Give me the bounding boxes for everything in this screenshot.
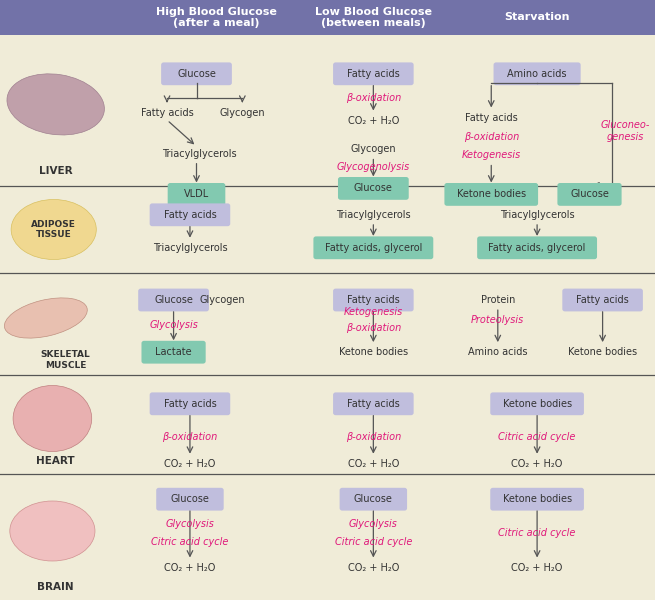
Text: Fatty acids: Fatty acids: [465, 113, 517, 122]
FancyBboxPatch shape: [490, 488, 584, 511]
Text: CO₂ + H₂O: CO₂ + H₂O: [348, 459, 399, 469]
Text: CO₂ + H₂O: CO₂ + H₂O: [348, 563, 399, 572]
Text: Ketogenesis: Ketogenesis: [462, 151, 521, 160]
FancyBboxPatch shape: [141, 341, 206, 364]
Text: Citric acid cycle: Citric acid cycle: [498, 432, 576, 442]
Text: Gluconeo-
genesis: Gluconeo- genesis: [601, 120, 650, 142]
Text: β-oxidation: β-oxidation: [464, 133, 519, 142]
Ellipse shape: [11, 199, 96, 260]
Text: Fatty acids: Fatty acids: [347, 295, 400, 305]
Text: β-oxidation: β-oxidation: [162, 432, 217, 442]
Text: Glucose: Glucose: [570, 190, 609, 199]
Text: Glucose: Glucose: [354, 494, 393, 504]
Text: Lactate: Lactate: [155, 347, 192, 357]
Text: Amino acids: Amino acids: [508, 69, 567, 79]
Text: Citric acid cycle: Citric acid cycle: [498, 529, 576, 538]
FancyBboxPatch shape: [477, 236, 597, 259]
Text: Ketone bodies: Ketone bodies: [502, 399, 572, 409]
Text: CO₂ + H₂O: CO₂ + H₂O: [348, 116, 399, 125]
Text: Glycogen: Glycogen: [350, 145, 396, 154]
Text: Glucose: Glucose: [170, 494, 210, 504]
Ellipse shape: [7, 74, 104, 135]
FancyBboxPatch shape: [333, 392, 414, 415]
Text: Glycolysis: Glycolysis: [349, 520, 398, 529]
Text: Fatty acids: Fatty acids: [164, 210, 216, 220]
Text: Ketone bodies: Ketone bodies: [568, 347, 637, 357]
Text: Ketone bodies: Ketone bodies: [502, 494, 572, 504]
Text: Glycogen: Glycogen: [200, 295, 246, 305]
Text: Fatty acids: Fatty acids: [164, 399, 216, 409]
Text: Glycolysis: Glycolysis: [149, 320, 198, 330]
Text: Triacylglycerols: Triacylglycerols: [500, 210, 574, 220]
Text: Glycogenolysis: Glycogenolysis: [337, 163, 410, 172]
Ellipse shape: [5, 298, 87, 338]
FancyBboxPatch shape: [338, 177, 409, 200]
Text: Fatty acids, glycerol: Fatty acids, glycerol: [325, 243, 422, 253]
Ellipse shape: [13, 385, 92, 451]
Text: β-oxidation: β-oxidation: [346, 93, 401, 103]
Text: CO₂ + H₂O: CO₂ + H₂O: [512, 459, 563, 469]
FancyBboxPatch shape: [161, 62, 232, 85]
Text: Citric acid cycle: Citric acid cycle: [335, 538, 412, 547]
Text: Glucose: Glucose: [177, 69, 216, 79]
Text: SKELETAL
MUSCLE: SKELETAL MUSCLE: [41, 350, 90, 370]
Text: Glucose: Glucose: [154, 295, 193, 305]
Text: HEART: HEART: [37, 456, 75, 466]
Text: Glucose: Glucose: [354, 184, 393, 193]
Text: Fatty acids: Fatty acids: [141, 108, 193, 118]
Text: Ketogenesis: Ketogenesis: [344, 307, 403, 317]
FancyBboxPatch shape: [562, 289, 643, 311]
Text: High Blood Glucose
(after a meal): High Blood Glucose (after a meal): [156, 7, 276, 28]
Text: Triacylglycerols: Triacylglycerols: [153, 243, 227, 253]
Ellipse shape: [10, 501, 95, 561]
Text: Fatty acids: Fatty acids: [576, 295, 629, 305]
Text: Protein: Protein: [481, 295, 515, 305]
FancyBboxPatch shape: [444, 183, 538, 206]
Text: LIVER: LIVER: [39, 166, 73, 176]
Text: BRAIN: BRAIN: [37, 582, 74, 592]
Text: CO₂ + H₂O: CO₂ + H₂O: [164, 459, 215, 469]
Text: β-oxidation: β-oxidation: [346, 432, 401, 442]
FancyBboxPatch shape: [333, 289, 414, 311]
FancyBboxPatch shape: [168, 183, 225, 206]
Text: Triacylglycerols: Triacylglycerols: [162, 149, 237, 158]
Text: Starvation: Starvation: [504, 13, 570, 22]
Text: Ketone bodies: Ketone bodies: [339, 347, 408, 357]
Text: Fatty acids: Fatty acids: [347, 69, 400, 79]
FancyBboxPatch shape: [157, 488, 224, 511]
Text: Glycogen: Glycogen: [219, 108, 265, 118]
Text: VLDL: VLDL: [184, 190, 209, 199]
Text: Fatty acids: Fatty acids: [347, 399, 400, 409]
Text: ADIPOSE
TISSUE: ADIPOSE TISSUE: [31, 220, 76, 239]
FancyBboxPatch shape: [313, 236, 434, 259]
Text: Fatty acids, glycerol: Fatty acids, glycerol: [489, 243, 586, 253]
Text: Triacylglycerols: Triacylglycerols: [336, 210, 411, 220]
Text: Low Blood Glucose
(between meals): Low Blood Glucose (between meals): [315, 7, 432, 28]
FancyBboxPatch shape: [490, 392, 584, 415]
FancyBboxPatch shape: [494, 62, 580, 85]
Text: Glycolysis: Glycolysis: [166, 520, 214, 529]
Text: β-oxidation: β-oxidation: [346, 323, 401, 333]
FancyBboxPatch shape: [333, 62, 414, 85]
Text: Proteolysis: Proteolysis: [471, 316, 525, 325]
FancyBboxPatch shape: [557, 183, 622, 206]
FancyBboxPatch shape: [138, 289, 209, 311]
Text: Amino acids: Amino acids: [468, 347, 527, 357]
Text: CO₂ + H₂O: CO₂ + H₂O: [512, 563, 563, 572]
Text: Ketone bodies: Ketone bodies: [457, 190, 526, 199]
FancyBboxPatch shape: [150, 203, 231, 226]
FancyBboxPatch shape: [339, 488, 407, 511]
FancyBboxPatch shape: [150, 392, 231, 415]
FancyBboxPatch shape: [0, 0, 655, 35]
Text: CO₂ + H₂O: CO₂ + H₂O: [164, 563, 215, 572]
Text: Citric acid cycle: Citric acid cycle: [151, 538, 229, 547]
